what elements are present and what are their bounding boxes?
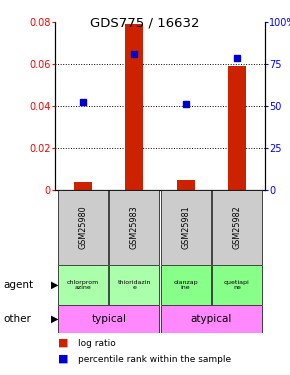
Text: chlorprom
azine: chlorprom azine [67,280,99,290]
Text: ▶: ▶ [51,280,58,290]
Bar [228,66,246,190]
Text: quetiapi
ne: quetiapi ne [224,280,250,290]
Text: ■: ■ [58,354,68,364]
Bar [212,265,262,305]
Text: ▶: ▶ [51,314,58,324]
Bar [58,265,108,305]
Text: ■: ■ [58,338,68,348]
Bar [58,305,160,333]
Bar [109,265,160,305]
Text: GDS775 / 16632: GDS775 / 16632 [90,16,200,29]
Bar [160,305,262,333]
Bar [177,180,195,190]
Text: typical: typical [91,314,126,324]
Text: other: other [3,314,31,324]
Bar [160,190,211,265]
Text: GSM25981: GSM25981 [181,206,190,249]
Bar [126,24,143,190]
Bar [160,265,211,305]
Bar [74,182,92,190]
Text: percentile rank within the sample: percentile rank within the sample [78,354,231,363]
Bar [212,190,262,265]
Text: log ratio: log ratio [78,339,116,348]
Text: agent: agent [3,280,33,290]
Text: GSM25982: GSM25982 [232,206,241,249]
Text: atypical: atypical [191,314,232,324]
Bar [58,190,108,265]
Text: GSM25983: GSM25983 [130,206,139,249]
Text: GSM25980: GSM25980 [79,206,88,249]
Text: thioridazin
e: thioridazin e [118,280,151,290]
Text: olanzap
ine: olanzap ine [173,280,198,290]
Bar [109,190,160,265]
